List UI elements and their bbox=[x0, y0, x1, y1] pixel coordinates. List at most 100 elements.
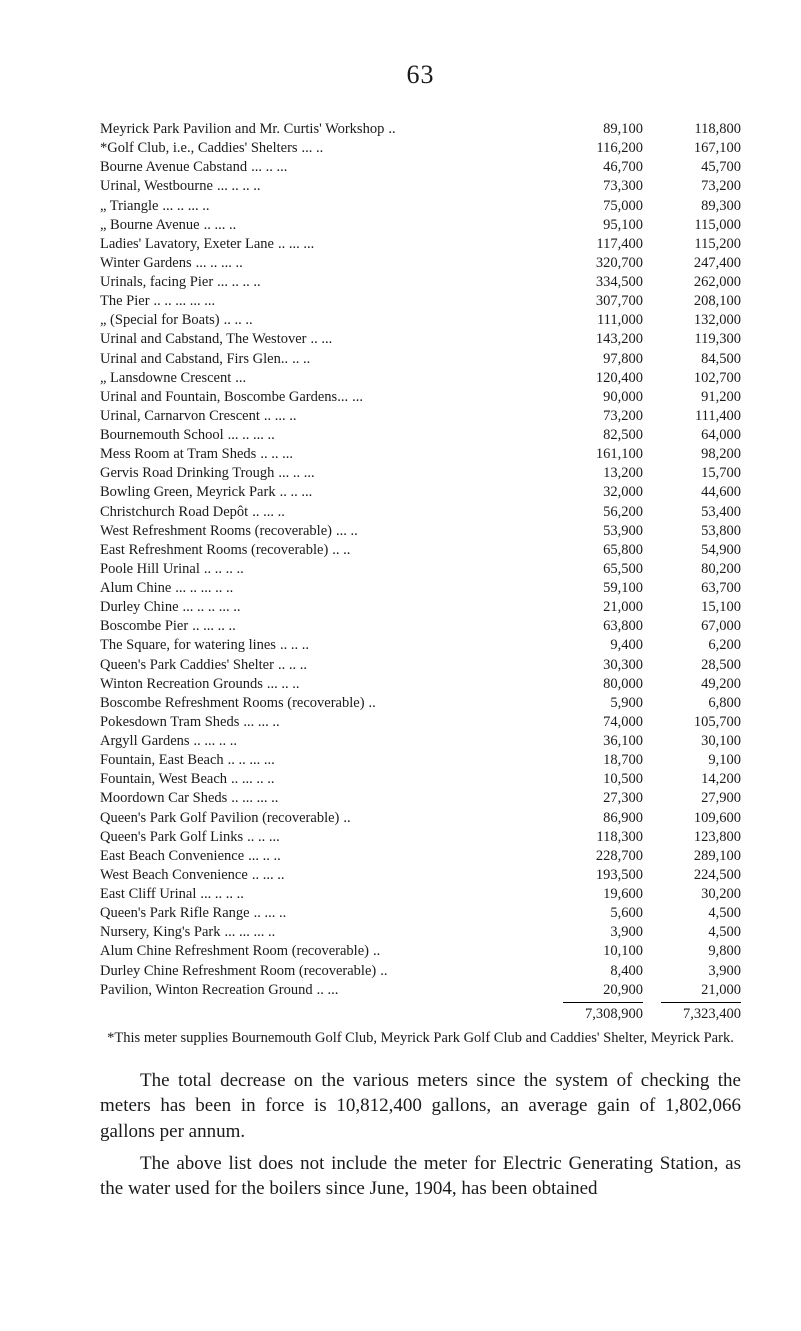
leader-dots: .. .. ... bbox=[276, 483, 317, 502]
entry-value-col1: 32,000 bbox=[563, 483, 661, 502]
table-row: „ (Special for Boats).. .. ..111,000132,… bbox=[100, 311, 741, 330]
entry-label: Urinal, Westbourne bbox=[100, 177, 213, 196]
table-row: *Golf Club, i.e., Caddies' Shelters... .… bbox=[100, 139, 741, 158]
entry-label: Urinal and Cabstand, Firs Glen.. bbox=[100, 350, 288, 369]
table-row: Urinal, Westbourne... .. .. ..73,30073,2… bbox=[100, 177, 741, 196]
table-row: Gervis Road Drinking Trough... .. ...13,… bbox=[100, 464, 741, 483]
table-row: Winter Gardens... .. ... ..320,700247,40… bbox=[100, 254, 741, 273]
table-row: Queen's Park Rifle Range.. ... ..5,6004,… bbox=[100, 904, 741, 923]
entry-value-col1: 10,100 bbox=[563, 942, 661, 961]
entry-value-col2: 109,600 bbox=[661, 809, 741, 828]
entry-label: Gervis Road Drinking Trough bbox=[100, 464, 274, 483]
table-row: Bourne Avenue Cabstand... .. ...46,70045… bbox=[100, 158, 741, 177]
entry-value-col1: 120,400 bbox=[563, 369, 661, 388]
footnote: *This meter supplies Bournemouth Golf Cl… bbox=[100, 1029, 741, 1048]
leader-dots: ... .. ... bbox=[274, 464, 318, 483]
entry-value-col1: 118,300 bbox=[563, 828, 661, 847]
entry-value-col1: 95,100 bbox=[563, 216, 661, 235]
entry-label: Alum Chine bbox=[100, 579, 171, 598]
entry-value-col2: 28,500 bbox=[661, 656, 741, 675]
leader-dots: .. .. .. bbox=[276, 636, 313, 655]
leader-dots: ... .. .. ... .. bbox=[179, 598, 245, 617]
entry-value-col1: 116,200 bbox=[563, 139, 661, 158]
entry-value-col1: 9,400 bbox=[563, 636, 661, 655]
entry-value-col2: 98,200 bbox=[661, 445, 741, 464]
entry-value-col2: 30,200 bbox=[661, 885, 741, 904]
entry-value-col1: 63,800 bbox=[563, 617, 661, 636]
leader-dots: .. ... ... bbox=[274, 235, 318, 254]
table-row: „ Triangle... .. ... ..75,00089,300 bbox=[100, 197, 741, 216]
table-row: East Cliff Urinal... .. .. ..19,60030,20… bbox=[100, 885, 741, 904]
entry-value-col2: 262,000 bbox=[661, 273, 741, 292]
leader-dots: .. ... .. .. bbox=[188, 617, 240, 636]
leader-dots: ... ... .. bbox=[239, 713, 283, 732]
entry-label: Boscombe Refreshment Rooms (recoverable) bbox=[100, 694, 365, 713]
entry-value-col1: 27,300 bbox=[563, 789, 661, 808]
leader-dots: .. .. ... bbox=[243, 828, 284, 847]
leader-dots: .. bbox=[339, 809, 354, 828]
entry-label: Queen's Park Golf Links bbox=[100, 828, 243, 847]
table-row: Pokesdown Tram Sheds... ... ..74,000105,… bbox=[100, 713, 741, 732]
entry-label: Bourne Avenue Cabstand bbox=[100, 158, 247, 177]
entry-value-col1: 80,000 bbox=[563, 675, 661, 694]
table-row: The Square, for watering lines.. .. ..9,… bbox=[100, 636, 741, 655]
entry-label: Urinals, facing Pier bbox=[100, 273, 213, 292]
leader-dots: .. ... bbox=[313, 981, 343, 1000]
entry-value-col2: 208,100 bbox=[661, 292, 741, 311]
entry-value-col2: 45,700 bbox=[661, 158, 741, 177]
entry-label: West Refreshment Rooms (recoverable) bbox=[100, 522, 332, 541]
entry-value-col1: 73,200 bbox=[563, 407, 661, 426]
entry-value-col1: 161,100 bbox=[563, 445, 661, 464]
leader-dots: .. ... .. bbox=[248, 866, 289, 885]
table-row: Fountain, West Beach.. ... .. ..10,50014… bbox=[100, 770, 741, 789]
table-row: Pavilion, Winton Recreation Ground.. ...… bbox=[100, 981, 741, 1000]
entry-label: Urinal and Fountain, Boscombe Gardens... bbox=[100, 388, 348, 407]
entry-value-col2: 21,000 bbox=[661, 981, 741, 1000]
leader-dots: ... .. .. .. bbox=[213, 177, 265, 196]
entry-value-col1: 53,900 bbox=[563, 522, 661, 541]
totals-rule bbox=[100, 1002, 741, 1004]
leader-dots: .. bbox=[384, 120, 399, 139]
entry-label: Queen's Park Golf Pavilion (recoverable) bbox=[100, 809, 339, 828]
entry-label: Bowling Green, Meyrick Park bbox=[100, 483, 276, 502]
entry-label: Pokesdown Tram Sheds bbox=[100, 713, 239, 732]
entry-value-col1: 111,000 bbox=[563, 311, 661, 330]
entry-value-col2: 15,100 bbox=[661, 598, 741, 617]
table-row: Winton Recreation Grounds... .. ..80,000… bbox=[100, 675, 741, 694]
entry-value-col2: 84,500 bbox=[661, 350, 741, 369]
leader-dots: .. .. .. .. bbox=[200, 560, 248, 579]
table-row: Urinal and Cabstand, Firs Glen.... ..97,… bbox=[100, 350, 741, 369]
entry-label: Mess Room at Tram Sheds bbox=[100, 445, 256, 464]
entry-value-col2: 15,700 bbox=[661, 464, 741, 483]
entry-value-col1: 19,600 bbox=[563, 885, 661, 904]
entry-value-col2: 9,800 bbox=[661, 942, 741, 961]
table-row: Moordown Car Sheds.. ... ... ..27,30027,… bbox=[100, 789, 741, 808]
table-row: Alum Chine... .. ... .. ..59,10063,700 bbox=[100, 579, 741, 598]
leader-dots: ... .. ... .. .. bbox=[171, 579, 237, 598]
entry-value-col1: 56,200 bbox=[563, 503, 661, 522]
table-row: Nursery, King's Park... ... ... ..3,9004… bbox=[100, 923, 741, 942]
entry-value-col2: 132,000 bbox=[661, 311, 741, 330]
leader-dots: .. ... .. .. bbox=[227, 770, 279, 789]
table-row: Bowling Green, Meyrick Park.. .. ... 32,0… bbox=[100, 483, 741, 502]
leader-dots: ... bbox=[231, 369, 250, 388]
table-row: Poole Hill Urinal.. .. .. ..65,50080,200 bbox=[100, 560, 741, 579]
entry-value-col1: 82,500 bbox=[563, 426, 661, 445]
total-col2: 7,323,400 bbox=[661, 1006, 741, 1023]
entry-value-col2: 53,800 bbox=[661, 522, 741, 541]
table-row: Boscombe Refreshment Rooms (recoverable)… bbox=[100, 694, 741, 713]
entry-label: Poole Hill Urinal bbox=[100, 560, 200, 579]
entry-label: Urinal, Carnarvon Crescent bbox=[100, 407, 260, 426]
entry-value-col2: 111,400 bbox=[661, 407, 741, 426]
paragraph-1: The total decrease on the various meters… bbox=[100, 1068, 741, 1145]
entry-value-col1: 320,700 bbox=[563, 254, 661, 273]
entry-label: Winton Recreation Grounds bbox=[100, 675, 263, 694]
leader-dots: ... .. ... .. bbox=[192, 254, 247, 273]
entry-label: Queen's Park Rifle Range bbox=[100, 904, 250, 923]
leader-dots: .. bbox=[369, 942, 384, 961]
entry-value-col2: 53,400 bbox=[661, 503, 741, 522]
entry-label: East Refreshment Rooms (recoverable) bbox=[100, 541, 328, 560]
totals-row: 7,308,900 7,323,400 bbox=[100, 1006, 741, 1023]
entry-value-col1: 228,700 bbox=[563, 847, 661, 866]
table-row: Christchurch Road Depôt.. ... ..56,20053… bbox=[100, 503, 741, 522]
